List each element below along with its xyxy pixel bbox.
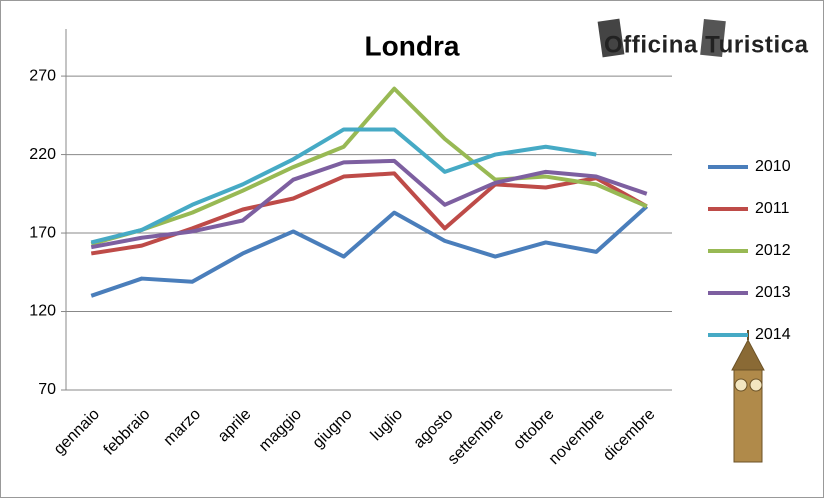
y-tick-label: 270 <box>29 67 56 84</box>
legend-label: 2010 <box>755 158 791 175</box>
y-tick-label: 70 <box>38 381 56 398</box>
series-line <box>90 86 648 246</box>
y-tick-label: 120 <box>29 303 56 320</box>
legend-label: 2013 <box>755 284 791 301</box>
legend-label: 2012 <box>755 242 791 259</box>
big-ben-icon <box>731 330 765 463</box>
legend-label: 2014 <box>755 326 791 343</box>
legend-label: 2011 <box>755 200 790 217</box>
series-line <box>90 204 649 298</box>
logo-box <box>597 18 726 58</box>
series-line <box>90 158 648 250</box>
series-line <box>90 127 597 245</box>
logo: Officina Turistica <box>604 31 809 58</box>
y-tick-label: 170 <box>29 224 56 241</box>
chart-title: Londra <box>365 30 460 61</box>
y-tick-label: 220 <box>29 146 56 163</box>
